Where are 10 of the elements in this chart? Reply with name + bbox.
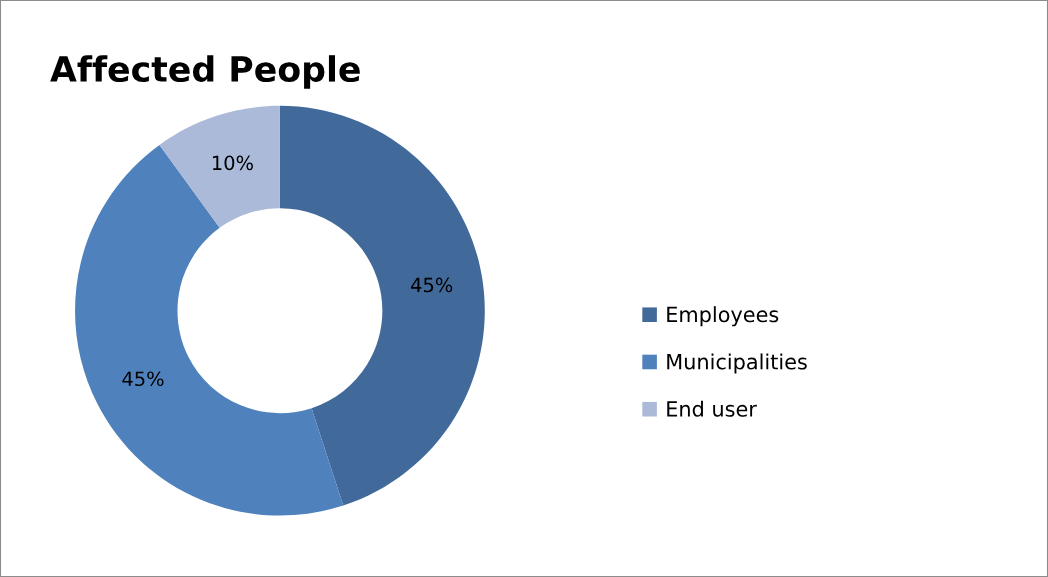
data-label: 45% (411, 277, 453, 293)
data-label: 45% (122, 371, 164, 387)
donut-slice (159, 105, 280, 228)
donut-slice (279, 105, 485, 506)
chart-title: Affected People (50, 55, 360, 89)
data-label: 10% (212, 155, 253, 171)
legend-label: Municipalities (667, 353, 807, 374)
legend-label: Employees (667, 306, 779, 327)
legend-label: End user (667, 400, 757, 417)
donut-slice (75, 144, 344, 516)
